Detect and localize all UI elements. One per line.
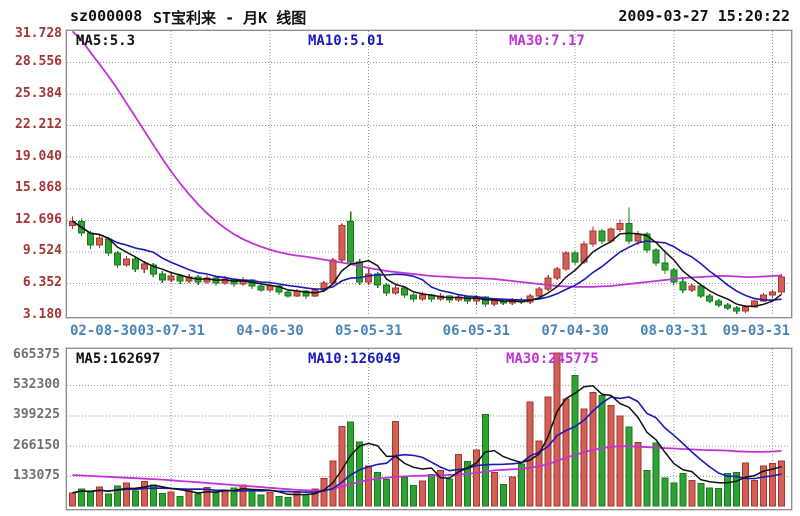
date-tick-label: 05-05-31 — [334, 323, 403, 339]
price-ma30-label: MA30:7.17 — [509, 33, 585, 49]
price-tick-label: 3.180 — [22, 307, 62, 322]
volume-ma10-label: MA10:126049 — [308, 351, 401, 367]
price-tick-label: 9.524 — [22, 243, 62, 258]
price-tick-label: 15.868 — [15, 180, 62, 195]
volume-tick-label: 665375 — [13, 347, 60, 362]
date-tick-label: 02-08-30 — [70, 323, 138, 339]
volume-tick-label: 133075 — [13, 468, 60, 483]
volume-plot[interactable] — [67, 349, 789, 507]
date-tick-label: 03-07-31 — [137, 323, 205, 339]
stock-code: sz000008 — [70, 7, 143, 25]
price-tick-label: 22.212 — [15, 117, 62, 132]
price-tick-label: 31.728 — [15, 26, 62, 41]
volume-tick-label: 266150 — [13, 438, 60, 453]
date-x-axis: 02-08-30 03-07-31 04-06-30 05-05-31 06-05-31… — [0, 321, 800, 341]
price-ma5-label: MA5:5.3 — [76, 33, 136, 49]
price-ma10-label: MA10:5.01 — [308, 33, 384, 49]
price-tick-label: 12.696 — [15, 212, 62, 227]
price-tick-label: 28.556 — [15, 54, 62, 69]
candlestick-plot[interactable] — [67, 31, 789, 315]
date-tick-label: 07-04-30 — [541, 323, 609, 339]
price-tick-label: 19.040 — [15, 149, 62, 164]
date-tick-label: 06-05-31 — [442, 323, 511, 339]
candlestick-chart[interactable]: MA5:5.3 MA10:5.01 MA30:7.17 — [66, 30, 792, 318]
date-tick-label: 08-03-31 — [640, 323, 708, 339]
volume-ma30-label: MA30:245775 — [506, 351, 599, 367]
page-title: ST宝利来 - 月K 线图 — [153, 9, 307, 27]
volume-tick-label: 399225 — [13, 407, 60, 422]
date-tick-label: 09-03-31 — [722, 323, 790, 339]
volume-tick-label: 532300 — [13, 377, 60, 392]
datetime-clock: 2009-03-27 15:20:22 — [618, 7, 790, 25]
price-tick-label: 25.384 — [15, 86, 62, 101]
price-tick-label: 6.352 — [22, 275, 62, 290]
title-bar: sz000008 ST宝利来 - 月K 线图 2009-03-27 15:20:… — [0, 0, 800, 30]
volume-chart[interactable]: MA5:162697 MA10:126049 MA30:245775 — [66, 348, 792, 510]
date-tick-label: 04-06-30 — [236, 323, 304, 339]
volume-ma5-label: MA5:162697 — [76, 351, 161, 367]
